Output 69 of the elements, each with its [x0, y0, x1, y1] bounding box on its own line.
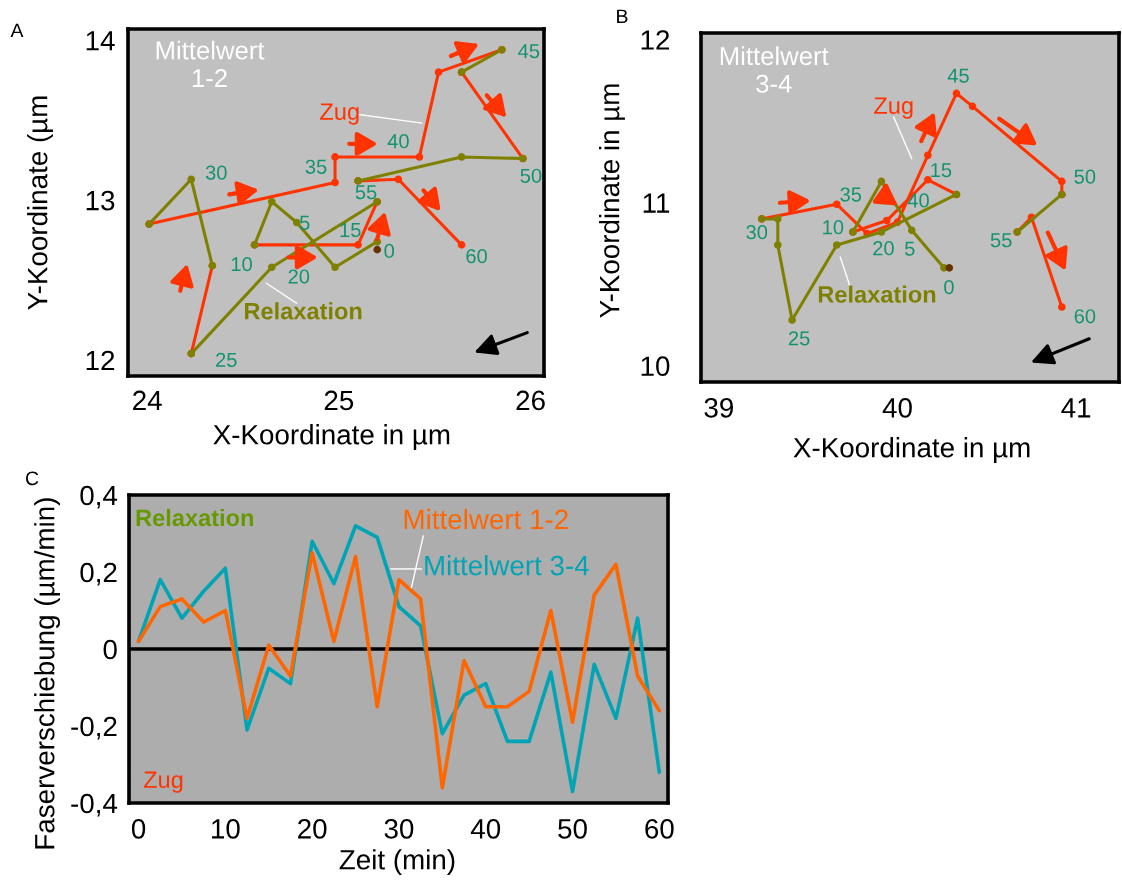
y-tick-label: 10 — [641, 356, 670, 377]
annotation: 35 — [840, 187, 862, 202]
x-tick-label: 39 — [704, 398, 733, 418]
y-axis-title: Y-Koordinate in µm — [599, 84, 625, 318]
series-label: Mittelwert 3-4 — [425, 555, 589, 576]
annotation: Relaxation — [136, 508, 253, 527]
series-label: Relaxation — [245, 302, 362, 320]
annotation: 60 — [1074, 309, 1096, 324]
y-tick-label: 11 — [643, 193, 670, 213]
y-tick-label: 14 — [86, 31, 115, 51]
x-tick-label: 24 — [133, 390, 162, 411]
annotation: 40 — [907, 193, 929, 208]
y-axis-title: Y-Koordinate (µm — [27, 96, 53, 310]
y-tick-label: 12 — [641, 30, 670, 50]
annotation: 20 — [288, 269, 310, 284]
series-label: Zug — [320, 103, 359, 125]
x-axis-title: X-Koordinate in µm — [793, 437, 1030, 463]
series-label: Relaxation — [818, 285, 936, 303]
x-tick-label: 50 — [558, 819, 587, 839]
y-tick-label: 13 — [86, 190, 115, 211]
annotation: 25 — [216, 352, 237, 368]
x-tick-label: 60 — [645, 819, 674, 839]
series-label: Zug — [874, 97, 913, 119]
annotation: 45 — [518, 44, 540, 59]
x-tick-label: 20 — [298, 819, 327, 839]
chart-title: A — [10, 23, 24, 38]
annotation: 10 — [823, 220, 844, 235]
chart-title: B — [617, 9, 628, 24]
annotation: 50 — [520, 168, 542, 183]
x-tick-label: 10 — [212, 819, 240, 839]
annotation: 55 — [355, 185, 377, 200]
annotation: 0 — [944, 279, 954, 295]
annotation: 35 — [305, 159, 327, 174]
annotation: 30 — [205, 165, 227, 180]
x-tick-label: 40 — [470, 819, 501, 839]
x-tick-label: 25 — [324, 390, 354, 411]
x-tick-label: 41 — [1061, 398, 1091, 418]
annotation: 55 — [990, 233, 1012, 248]
annotation: 40 — [387, 134, 409, 149]
annotation: 10 — [231, 257, 252, 272]
y-tick-label: 12 — [86, 350, 115, 371]
annotation: 5 — [904, 241, 915, 256]
annotation: 15 — [931, 163, 952, 178]
x-axis-title: X-Koordinate in µm — [213, 424, 450, 451]
y-tick-label: -0,4 — [71, 793, 118, 817]
annotation: Zug — [143, 771, 183, 793]
y-axis-title: Faserverschiebung (µm/min) — [34, 498, 61, 849]
x-axis-title: Zeit (min) — [339, 849, 455, 876]
annotation: 20 — [873, 241, 894, 256]
y-tick-label: 0 — [103, 639, 117, 660]
annotation: 45 — [947, 68, 969, 83]
x-tick-label: 26 — [516, 390, 545, 411]
annotation: 0 — [384, 243, 395, 259]
y-tick-label: -0,2 — [71, 716, 117, 740]
annotation: 15 — [340, 223, 361, 238]
x-tick-label: 40 — [882, 398, 912, 418]
y-tick-label: 0,2 — [80, 562, 117, 586]
text: Mittelwert 3-4 — [720, 46, 829, 93]
x-tick-label: 30 — [384, 819, 414, 839]
annotation: 25 — [788, 331, 810, 346]
chart-title: C — [25, 471, 39, 486]
text: Mittelwert 1-2 — [156, 40, 265, 87]
x-tick-label: 0 — [131, 819, 146, 839]
annotation: 60 — [466, 249, 487, 264]
annotation: 30 — [746, 225, 768, 240]
annotation: 50 — [1074, 169, 1096, 184]
annotation: 5 — [299, 215, 310, 230]
y-tick-label: 0,4 — [80, 485, 118, 509]
series-label: Mittelwert 1-2 — [404, 508, 568, 530]
